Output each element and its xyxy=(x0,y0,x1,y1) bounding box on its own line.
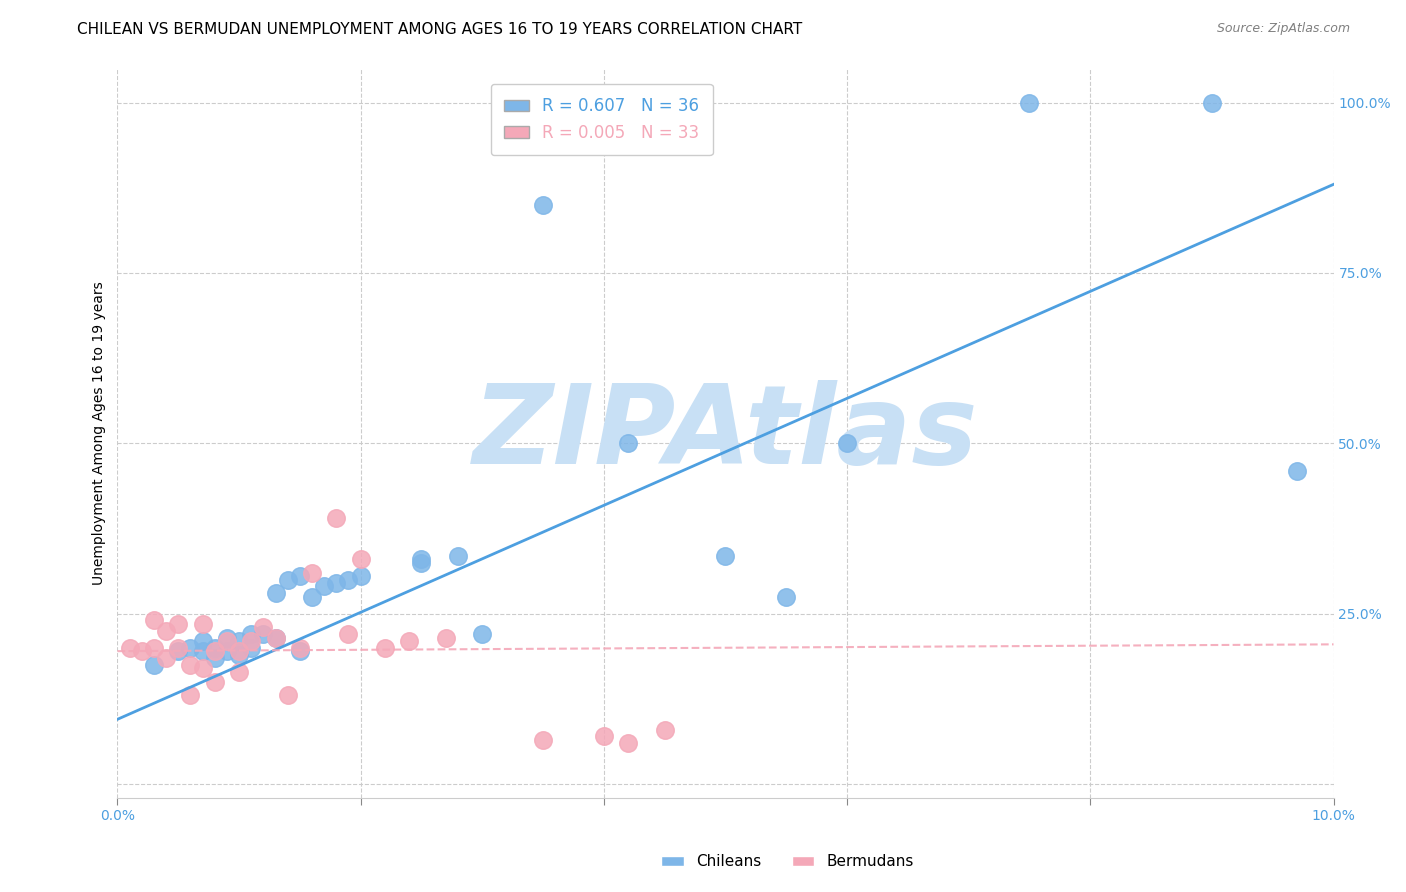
Point xyxy=(835,436,858,450)
Point xyxy=(411,556,433,570)
Point xyxy=(228,665,250,679)
Point xyxy=(118,640,141,655)
Point xyxy=(252,627,274,641)
Point xyxy=(1018,95,1040,110)
Text: CHILEAN VS BERMUDAN UNEMPLOYMENT AMONG AGES 16 TO 19 YEARS CORRELATION CHART: CHILEAN VS BERMUDAN UNEMPLOYMENT AMONG A… xyxy=(77,22,803,37)
Point xyxy=(301,566,323,580)
Point xyxy=(350,552,373,566)
Point xyxy=(240,627,263,641)
Point xyxy=(325,576,347,591)
Point xyxy=(215,644,238,658)
Point xyxy=(179,640,201,655)
Point xyxy=(131,644,153,658)
Point xyxy=(228,644,250,658)
Point xyxy=(411,552,433,566)
Point xyxy=(471,627,494,641)
Point xyxy=(617,436,640,450)
Point xyxy=(1201,95,1223,110)
Point xyxy=(374,640,396,655)
Point xyxy=(191,616,214,631)
Point xyxy=(337,573,360,587)
Point xyxy=(288,644,311,658)
Point xyxy=(264,586,287,600)
Point xyxy=(240,640,263,655)
Text: Source: ZipAtlas.com: Source: ZipAtlas.com xyxy=(1216,22,1350,36)
Point xyxy=(264,631,287,645)
Point xyxy=(592,729,614,743)
Point xyxy=(179,689,201,703)
Point xyxy=(775,590,797,604)
Point xyxy=(654,723,676,737)
Point xyxy=(434,631,457,645)
Point xyxy=(252,620,274,634)
Point xyxy=(204,674,226,689)
Point xyxy=(204,644,226,658)
Point xyxy=(167,640,190,655)
Point xyxy=(204,640,226,655)
Point xyxy=(447,549,470,563)
Point xyxy=(179,657,201,672)
Y-axis label: Unemployment Among Ages 16 to 19 years: Unemployment Among Ages 16 to 19 years xyxy=(93,281,107,585)
Point xyxy=(277,689,299,703)
Point xyxy=(191,661,214,675)
Point xyxy=(167,644,190,658)
Point xyxy=(155,624,177,638)
Point xyxy=(240,634,263,648)
Point xyxy=(167,616,190,631)
Point xyxy=(264,631,287,645)
Point xyxy=(228,648,250,662)
Legend: R = 0.607   N = 36, R = 0.005   N = 33: R = 0.607 N = 36, R = 0.005 N = 33 xyxy=(491,84,713,155)
Point xyxy=(142,614,165,628)
Point xyxy=(288,569,311,583)
Point xyxy=(228,634,250,648)
Point xyxy=(617,736,640,750)
Point xyxy=(714,549,737,563)
Point xyxy=(531,732,554,747)
Point xyxy=(191,634,214,648)
Point xyxy=(301,590,323,604)
Point xyxy=(204,651,226,665)
Point xyxy=(1285,464,1308,478)
Point xyxy=(398,634,420,648)
Point xyxy=(325,511,347,525)
Point xyxy=(215,631,238,645)
Point xyxy=(277,573,299,587)
Point xyxy=(142,657,165,672)
Point xyxy=(531,198,554,212)
Point xyxy=(191,644,214,658)
Legend: Chileans, Bermudans: Chileans, Bermudans xyxy=(655,848,920,875)
Point xyxy=(155,651,177,665)
Point xyxy=(215,634,238,648)
Point xyxy=(142,640,165,655)
Text: ZIPAtlas: ZIPAtlas xyxy=(472,380,979,487)
Point xyxy=(350,569,373,583)
Point xyxy=(314,579,336,593)
Point xyxy=(337,627,360,641)
Point xyxy=(288,640,311,655)
